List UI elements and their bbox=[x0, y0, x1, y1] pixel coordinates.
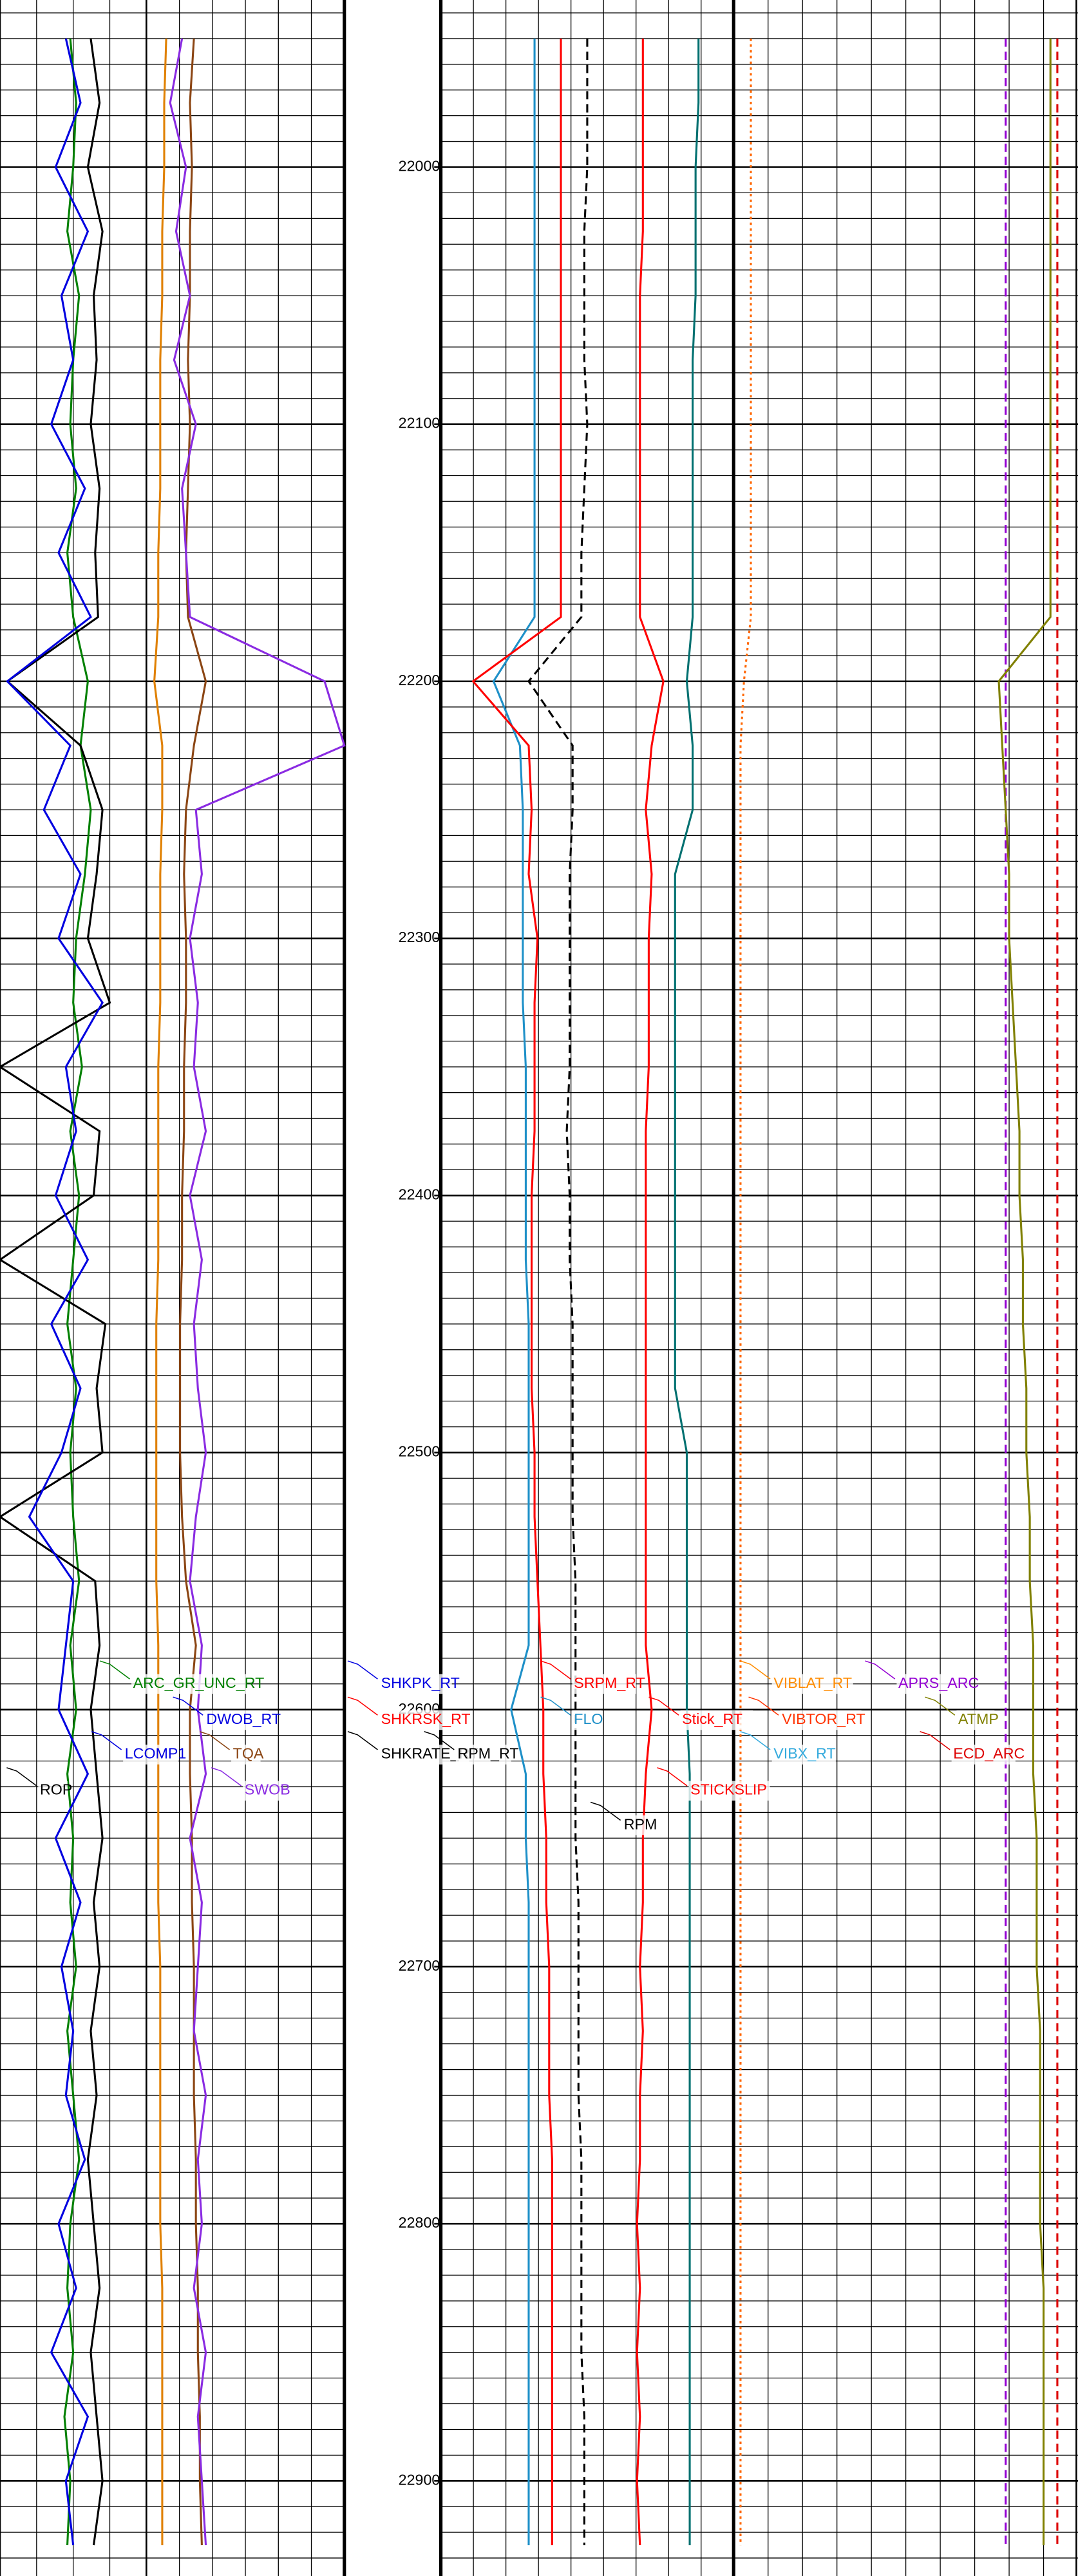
curve-label: SWOB bbox=[245, 1781, 290, 1798]
curve-label: FLO bbox=[574, 1710, 603, 1727]
label-arrow bbox=[865, 1660, 896, 1680]
curve-label: Stick_RT bbox=[682, 1710, 742, 1727]
depth-label: 22000 bbox=[399, 158, 440, 175]
label-background bbox=[38, 1781, 68, 1801]
label-arrow bbox=[347, 1696, 378, 1716]
log-curve bbox=[0, 38, 111, 2546]
log-curve bbox=[6, 38, 104, 2546]
label-background bbox=[131, 1674, 247, 1694]
log-curve bbox=[169, 38, 346, 2546]
curve-label: DWOB_RT bbox=[206, 1710, 281, 1727]
curve-label: ARC_GR_UNC_RT bbox=[133, 1674, 265, 1691]
curve-label: TQA bbox=[233, 1745, 264, 1762]
label-background bbox=[379, 1710, 461, 1730]
curve-label: VIBLAT_RT bbox=[773, 1674, 852, 1691]
label-background bbox=[572, 1674, 636, 1694]
label-arrow bbox=[748, 1696, 779, 1716]
depth-label: 22100 bbox=[399, 415, 440, 431]
label-background bbox=[622, 1815, 652, 1835]
label-arrow bbox=[740, 1660, 771, 1680]
label-background bbox=[771, 1674, 853, 1694]
label-arrow bbox=[925, 1696, 956, 1716]
log-curve bbox=[636, 38, 665, 2546]
label-background bbox=[243, 1781, 281, 1801]
curve-label: VIBX_RT bbox=[773, 1745, 835, 1762]
label-background bbox=[780, 1710, 862, 1730]
label-arrow bbox=[199, 1731, 230, 1750]
label-background bbox=[379, 1745, 469, 1765]
label-background bbox=[680, 1710, 753, 1730]
label-arrow bbox=[173, 1696, 203, 1716]
label-arrow bbox=[590, 1801, 621, 1821]
label-arrow bbox=[91, 1731, 122, 1750]
log-curve bbox=[471, 38, 562, 2546]
curve-label: LCOMP1 bbox=[125, 1745, 187, 1762]
curve-label: SHKPK_RT bbox=[381, 1674, 460, 1691]
label-arrow bbox=[347, 1731, 378, 1750]
curve-label: STICKSLIP bbox=[690, 1781, 767, 1798]
curve-label: SRPM_RT bbox=[574, 1674, 645, 1691]
curve-label: ATMP bbox=[958, 1710, 999, 1727]
label-arrow bbox=[920, 1731, 950, 1750]
label-arrow bbox=[540, 1696, 571, 1716]
label-arrow bbox=[648, 1696, 679, 1716]
label-background bbox=[572, 1710, 602, 1730]
label-arrow bbox=[211, 1767, 242, 1786]
depth-label: 22700 bbox=[399, 1957, 440, 1974]
depth-label: 22200 bbox=[399, 672, 440, 688]
log-curve bbox=[153, 38, 167, 2546]
curve-label: VIBTOR_RT bbox=[782, 1710, 865, 1727]
curve-label: APRS_ARC bbox=[898, 1674, 979, 1691]
depth-label: 22900 bbox=[399, 2471, 440, 2488]
log-curve bbox=[998, 38, 1052, 2546]
log-curve bbox=[492, 38, 536, 2546]
depth-label: 22500 bbox=[399, 1443, 440, 1460]
depth-label: 22800 bbox=[399, 2214, 440, 2231]
curve-label: RPM_RT bbox=[457, 1745, 518, 1762]
depth-label: 22300 bbox=[399, 929, 440, 945]
label-arrow bbox=[347, 1660, 378, 1680]
label-arrow bbox=[424, 1731, 455, 1750]
curve-label: RPM bbox=[624, 1815, 657, 1832]
label-background bbox=[951, 1745, 1016, 1765]
label-background bbox=[231, 1745, 261, 1765]
label-arrow bbox=[740, 1731, 771, 1750]
label-background bbox=[771, 1745, 836, 1765]
label-arrow bbox=[99, 1660, 130, 1680]
label-background bbox=[688, 1781, 770, 1801]
curve-label: ROP bbox=[40, 1781, 72, 1798]
depth-label: 22400 bbox=[399, 1186, 440, 1202]
label-background bbox=[956, 1710, 995, 1730]
label-background bbox=[455, 1745, 511, 1765]
log-curve bbox=[527, 38, 589, 2546]
log-curve bbox=[674, 38, 700, 2546]
label-arrow bbox=[6, 1767, 37, 1786]
label-arrow bbox=[657, 1767, 688, 1786]
curve-label: SHKRSK_RT bbox=[381, 1710, 471, 1727]
label-background bbox=[123, 1745, 178, 1765]
log-curve bbox=[739, 38, 752, 2546]
label-background bbox=[204, 1710, 269, 1730]
curve-label: ECD_ARC bbox=[953, 1745, 1025, 1762]
label-arrow bbox=[540, 1660, 571, 1680]
label-background bbox=[379, 1674, 452, 1694]
label-background bbox=[896, 1674, 970, 1694]
